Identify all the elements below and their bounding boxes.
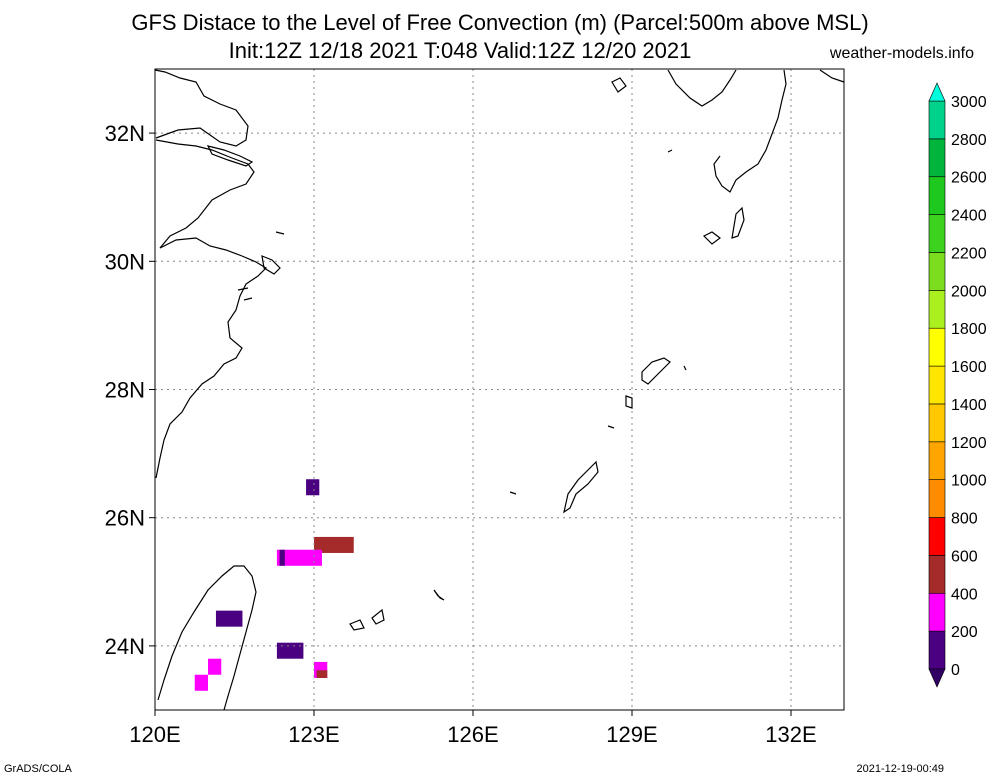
colorbar-segment bbox=[928, 100, 946, 140]
colorbar-label: 0 bbox=[951, 662, 960, 679]
colorbar-segment bbox=[928, 517, 946, 556]
coastline-yangtze bbox=[206, 145, 254, 167]
colorbar-top-arrow bbox=[928, 82, 946, 102]
colorbar-segment bbox=[928, 176, 946, 215]
colorbar-label: 2400 bbox=[951, 208, 987, 225]
colorbar-segment bbox=[928, 441, 946, 480]
coastline-okinoerabu bbox=[607, 395, 633, 429]
y-tick-label: 28N bbox=[105, 378, 145, 403]
data-cells bbox=[194, 479, 354, 691]
colorbar-label: 3000 bbox=[951, 94, 987, 111]
colorbar-label: 1600 bbox=[951, 359, 987, 376]
colorbar-label: 1800 bbox=[951, 321, 987, 338]
map-gridlines bbox=[154, 69, 844, 710]
colorbar-segment bbox=[928, 592, 946, 632]
colorbar-label: 800 bbox=[951, 511, 978, 528]
coastline-okinawa bbox=[509, 460, 599, 514]
colorbar-segment bbox=[928, 403, 946, 443]
x-axis-ticks: 120E 123E 126E 129E 132E bbox=[129, 710, 817, 747]
software-credit: GrADS/COLA bbox=[4, 763, 72, 775]
colorbar: 0 200 400 600 800 1000 1200 1400 1600 1800 2000 220… bbox=[928, 82, 987, 688]
colorbar-label: 2000 bbox=[951, 283, 987, 300]
y-tick-label: 26N bbox=[105, 506, 145, 531]
x-tick-label: 123E bbox=[288, 722, 339, 747]
generated-timestamp: 2021-12-19-00:49 bbox=[856, 763, 944, 775]
y-tick-label: 24N bbox=[105, 634, 145, 659]
x-tick-label: 120E bbox=[129, 722, 180, 747]
colorbar-segment bbox=[928, 479, 946, 518]
data-cell bbox=[306, 479, 320, 496]
colorbar-segment bbox=[928, 630, 946, 670]
data-cell bbox=[314, 536, 354, 553]
colorbar-label: 400 bbox=[951, 586, 978, 603]
data-cell bbox=[194, 674, 208, 691]
data-cell bbox=[279, 549, 285, 566]
x-tick-label: 132E bbox=[765, 722, 816, 747]
x-tick-label: 126E bbox=[447, 722, 498, 747]
data-cell bbox=[208, 658, 222, 675]
colorbar-segment bbox=[928, 290, 946, 329]
colorbar-segment bbox=[928, 138, 946, 178]
data-cell bbox=[215, 610, 243, 627]
colorbar-segment bbox=[928, 365, 946, 405]
colorbar-label: 2600 bbox=[951, 170, 987, 187]
data-cell bbox=[316, 670, 328, 678]
colorbar-segment bbox=[928, 555, 946, 594]
y-tick-label: 32N bbox=[105, 121, 145, 146]
y-tick-label: 30N bbox=[105, 249, 145, 274]
map-title: GFS Distace to the Level of Free Convect… bbox=[131, 10, 869, 35]
colorbar-segment bbox=[928, 327, 946, 367]
colorbar-label: 1200 bbox=[951, 435, 987, 452]
x-tick-label: 129E bbox=[606, 722, 657, 747]
coastline-taiwan bbox=[157, 565, 257, 711]
data-cell bbox=[276, 549, 322, 566]
coastline-kyushu-islands bbox=[611, 69, 845, 245]
colorbar-label: 1000 bbox=[951, 473, 987, 490]
colorbar-label: 2800 bbox=[951, 132, 987, 149]
coastline-china bbox=[154, 69, 267, 479]
map-subtitle: Init:12Z 12/18 2021 T:048 Valid:12Z 12/2… bbox=[228, 38, 692, 63]
colorbar-label: 200 bbox=[951, 624, 978, 641]
data-cell bbox=[276, 642, 304, 659]
coastlines bbox=[154, 69, 845, 711]
colorbar-label: 2200 bbox=[951, 245, 987, 262]
coastline-zhoushan bbox=[237, 231, 285, 301]
colorbar-segment bbox=[928, 252, 946, 291]
coastline-kyushu bbox=[667, 69, 787, 193]
colorbar-label: 1400 bbox=[951, 397, 987, 414]
colorbar-bottom-arrow bbox=[928, 668, 946, 688]
colorbar-segment bbox=[928, 214, 946, 253]
site-label: weather-models.info bbox=[829, 45, 974, 62]
coastline-amami bbox=[641, 357, 687, 385]
coastline-sakishima bbox=[349, 589, 445, 631]
colorbar-label: 600 bbox=[951, 548, 978, 565]
y-axis-ticks: 24N 26N 28N 30N 32N bbox=[105, 121, 155, 659]
